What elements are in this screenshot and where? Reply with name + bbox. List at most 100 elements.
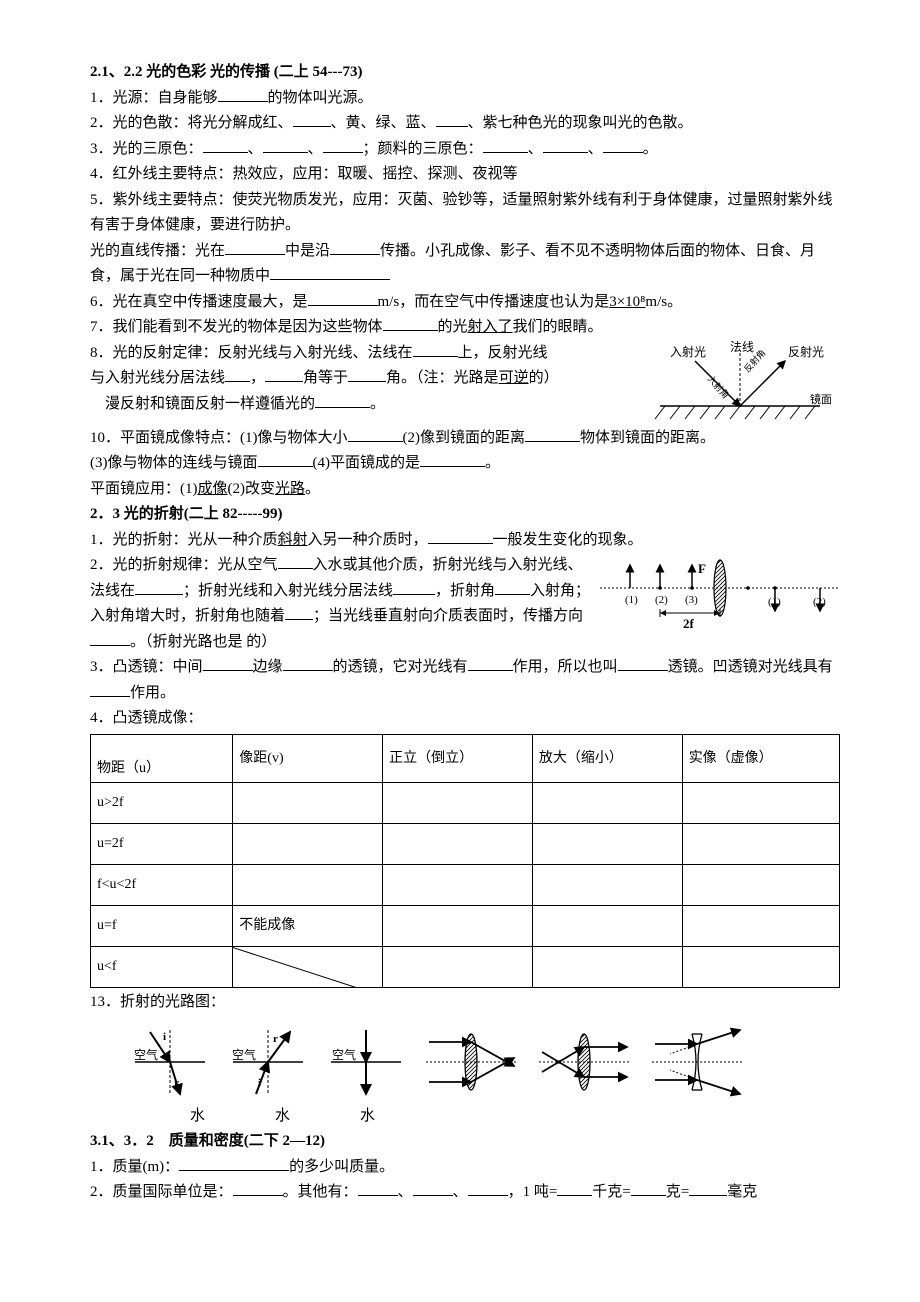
table-cell: u<f xyxy=(91,947,233,988)
text: 、 xyxy=(248,141,263,157)
text: ，1 吨= xyxy=(508,1184,558,1200)
line-6: 光的直线传播：光在中是沿传播。小孔成像、影子、看不见不透明物体后面的物体、日食、… xyxy=(90,239,840,290)
text: ，折射角 xyxy=(435,583,495,599)
table-cell xyxy=(383,783,533,824)
svg-text:(2): (2) xyxy=(655,594,668,606)
table-cell: 正立（倒立） xyxy=(383,734,533,783)
text: 光的直线传播：光在 xyxy=(90,243,225,259)
blank xyxy=(265,366,303,382)
line-13: (3)像与物体的连线与镜面(4)平面镜成的是。 xyxy=(90,451,840,477)
text: 水 xyxy=(360,1104,375,1130)
svg-text:空气: 空气 xyxy=(134,1047,158,1062)
blank xyxy=(308,290,378,306)
line-12: 10．平面镜成像特点：(1)像与物体大小 (2)像到镜面的距离 物体到镜面的距离。 xyxy=(90,426,840,452)
blank xyxy=(383,315,438,331)
table-cell xyxy=(682,906,839,947)
text: 的） xyxy=(246,634,276,650)
blank xyxy=(348,366,386,382)
svg-text:i: i xyxy=(163,1031,166,1043)
blank xyxy=(258,451,313,467)
svg-text:(1): (1) xyxy=(625,594,638,606)
lens-ray-diagram xyxy=(537,1022,632,1102)
svg-text:空气: 空气 xyxy=(232,1047,256,1062)
svg-text:(1): (1) xyxy=(768,596,781,608)
table-row: f<u<2f xyxy=(91,865,840,906)
text: (3)像与物体的连线与镜面 xyxy=(90,455,258,471)
lens-imaging-table: 物距（u） 像距(v) 正立（倒立） 放大（缩小） 实像（虚像） u>2f u=… xyxy=(90,734,840,989)
table-cell: 像距(v) xyxy=(233,734,383,783)
text: 。 xyxy=(485,455,500,471)
blank xyxy=(135,579,183,595)
table-row: u=2f xyxy=(91,824,840,865)
label: 法线 xyxy=(730,341,754,354)
text: 7．我们能看到不发光的物体是因为这些物体 xyxy=(90,319,383,335)
text: 上，反射光线 xyxy=(458,345,548,361)
text: 。 xyxy=(305,481,320,497)
label: 镜面 xyxy=(810,392,832,406)
text: 水 xyxy=(275,1104,290,1130)
text: 、 xyxy=(588,141,603,157)
blank xyxy=(315,392,370,408)
table-cell: 实像（虚像） xyxy=(682,734,839,783)
text: 、 xyxy=(453,1184,468,1200)
text: 毫克 xyxy=(727,1184,757,1200)
svg-text:i: i xyxy=(258,1077,261,1089)
text: 斜射 xyxy=(278,532,308,548)
blank xyxy=(323,137,363,153)
table-cell xyxy=(383,947,533,988)
blank xyxy=(393,579,435,595)
text: 10．平面镜成像特点：(1)像与物体大小 xyxy=(90,430,348,446)
blank xyxy=(618,655,668,671)
blank xyxy=(413,1180,453,1196)
line-3: 3．光的三原色：、、；颜料的三原色：、、。 xyxy=(90,137,840,163)
line-2: 2．光的色散：将光分解成红、、黄、绿、蓝、、紫七种色光的现象叫光的色散。 xyxy=(90,111,840,137)
text: 1．光的折射：光从一种介质 xyxy=(90,532,278,548)
text: 2．光的色散：将光分解成红、 xyxy=(90,115,293,131)
table-cell: 物距（u） xyxy=(91,734,233,783)
line-8: 7．我们能看到不发光的物体是因为这些物体的光射入了我们的眼睛。 xyxy=(90,315,840,341)
text: 角等于 xyxy=(303,370,348,386)
table-cell xyxy=(383,906,533,947)
section-heading: 2.1、2.2 光的色彩 光的传播 (二上 54---73) xyxy=(90,60,840,86)
blank xyxy=(218,86,268,102)
lens-axis-diagram: F (1) (2) (3) (1) (2) 2f xyxy=(600,553,840,633)
table-cell xyxy=(233,947,383,988)
text: 物体到镜面的距离。 xyxy=(580,430,715,446)
lens-ray-diagram xyxy=(650,1022,745,1102)
text: m/s，而在空气中传播速度也认为是 xyxy=(378,294,610,310)
refraction-diagram: r i 空气 xyxy=(228,1022,308,1102)
text: (2)改变 xyxy=(228,481,276,497)
text: 水 xyxy=(190,1104,205,1130)
label: 入射光 xyxy=(670,344,706,359)
blank xyxy=(203,655,253,671)
text: 一般发生变化的现象。 xyxy=(493,532,643,548)
table-cell: f<u<2f xyxy=(91,865,233,906)
table-cell: 放大（缩小） xyxy=(532,734,682,783)
text: 漫反射和镜面反射一样遵循光的 xyxy=(105,396,315,412)
text: 3．光的三原色： xyxy=(90,141,203,157)
svg-text:空气: 空气 xyxy=(332,1047,356,1062)
table-cell xyxy=(233,824,383,865)
blank xyxy=(330,239,380,255)
svg-text:r: r xyxy=(174,1077,179,1089)
text: 的光 xyxy=(438,319,468,335)
blank xyxy=(428,528,493,544)
blank xyxy=(420,451,485,467)
blank xyxy=(631,1180,666,1196)
blank xyxy=(233,1180,283,1196)
table-cell: u>2f xyxy=(91,783,233,824)
blank xyxy=(270,264,390,280)
blank xyxy=(348,426,403,442)
line-20: 1．质量(m)：的多少叫质量。 xyxy=(90,1155,840,1181)
text: 2．光的折射规律：光从空气 xyxy=(90,557,278,573)
line-5: 5．紫外线主要特点：使荧光物质发光，应用：灭菌、验钞等，适量照射紫外线有利于身体… xyxy=(90,188,840,239)
text: 的物体叫光源。 xyxy=(268,90,373,106)
blank xyxy=(436,111,468,127)
svg-text:F: F xyxy=(698,561,706,576)
table-cell xyxy=(532,783,682,824)
text: 作用，所以也叫 xyxy=(513,659,618,675)
line-4: 4．红外线主要特点：热效应，应用：取暖、摇控、探测、夜视等 xyxy=(90,162,840,188)
svg-text:(3): (3) xyxy=(685,594,698,606)
table-cell xyxy=(682,824,839,865)
text: (2)像到镜面的距离 xyxy=(403,430,526,446)
